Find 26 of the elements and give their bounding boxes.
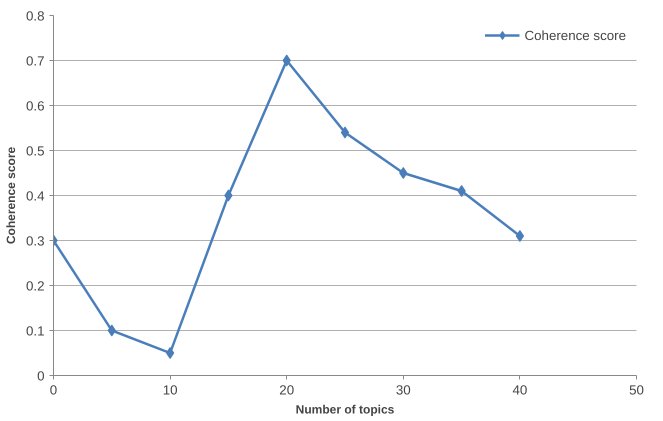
- x-axis-title: Number of topics: [296, 402, 395, 416]
- point: [457, 185, 466, 197]
- y-tick-label: 0.3: [26, 234, 45, 248]
- y-tick-label: 0: [37, 368, 45, 384]
- point: [516, 230, 524, 242]
- x-tick-label: 20: [279, 382, 294, 398]
- point: [399, 167, 408, 179]
- point: [282, 54, 291, 66]
- x-tick-label: 40: [512, 382, 528, 398]
- point: [340, 126, 350, 138]
- y-tick-label: 0.8: [26, 8, 45, 24]
- y-axis-title: Coherence score: [4, 146, 18, 244]
- y-tick-label: 0.2: [26, 278, 45, 294]
- x-tick-label: 50: [629, 382, 644, 398]
- y-tick-label: 0.5: [26, 144, 45, 158]
- y-tick-label: 0.1: [26, 324, 45, 338]
- point: [224, 190, 233, 202]
- x-tick-label: 30: [396, 382, 411, 398]
- x-tick-label: 10: [162, 382, 178, 398]
- point: [108, 324, 116, 336]
- point: [166, 347, 174, 359]
- x-tick-label: 0: [50, 382, 58, 398]
- y-tick-label: 0.4: [26, 188, 46, 204]
- y-tick-label: 0.7: [26, 54, 45, 68]
- legend-label: Coherence score: [524, 28, 626, 42]
- y-tick-label: 0.6: [26, 98, 45, 114]
